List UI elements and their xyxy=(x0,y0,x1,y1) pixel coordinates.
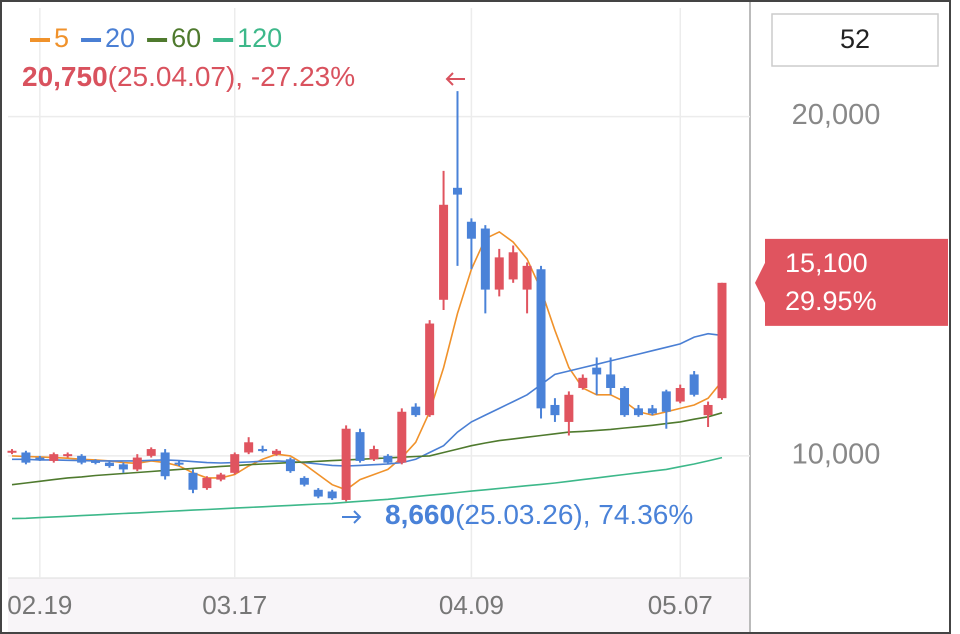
candle-body xyxy=(272,450,282,455)
max-annotation: 20,750(25.04.07), -27.23% xyxy=(22,61,355,92)
candle-body xyxy=(118,464,128,470)
candle-body xyxy=(313,489,323,497)
candle-body xyxy=(689,374,699,395)
candle-body xyxy=(439,204,449,300)
candle-body xyxy=(564,394,574,422)
candle-body xyxy=(132,457,142,470)
candle-body xyxy=(63,454,73,457)
candle-body xyxy=(466,221,476,239)
count-input[interactable] xyxy=(771,13,939,67)
candle-body xyxy=(355,432,365,461)
candle-body xyxy=(230,454,240,473)
candle-body xyxy=(411,406,421,416)
candle-body xyxy=(21,452,31,463)
y-tick-label: 20,000 xyxy=(792,99,881,131)
legend-label: 60 xyxy=(171,23,201,53)
ma-line xyxy=(11,456,723,520)
candle-body xyxy=(49,454,59,461)
legend-label: 120 xyxy=(237,23,282,53)
candle-body xyxy=(606,374,616,388)
min-value: 8,660 xyxy=(385,499,455,530)
ma-line xyxy=(11,230,723,491)
candle-body xyxy=(7,450,17,453)
current-price-box xyxy=(755,238,948,326)
x-axis-band xyxy=(8,578,750,632)
current-price: 15,100 xyxy=(785,248,868,278)
candle-body xyxy=(592,367,602,375)
x-tick-label: 03.17 xyxy=(202,590,267,620)
x-tick-label: 04.09 xyxy=(439,590,504,620)
candle-body xyxy=(369,449,379,460)
min-detail: (25.03.26), 74.36% xyxy=(455,499,693,530)
count-value: 52 xyxy=(840,24,870,54)
candle-body xyxy=(397,411,407,463)
candle-body xyxy=(188,472,198,490)
candle-body xyxy=(216,474,226,480)
candle-body xyxy=(647,408,657,414)
candle-body xyxy=(91,460,101,463)
candle-body xyxy=(341,428,351,500)
candle-body xyxy=(633,408,643,416)
current-change: 29.95% xyxy=(785,286,877,316)
candle-body xyxy=(550,404,560,416)
candle-body xyxy=(675,388,685,402)
candle-body xyxy=(258,449,268,452)
moving-averages xyxy=(11,230,723,520)
candle-body xyxy=(536,269,546,409)
candles xyxy=(7,91,727,502)
candle-body xyxy=(160,452,170,477)
ma-line xyxy=(11,412,723,486)
candle-body xyxy=(522,265,532,290)
candle-body xyxy=(494,257,504,290)
ma-line xyxy=(12,332,723,467)
legend-label: 20 xyxy=(105,23,135,53)
x-tick-label: 05.07 xyxy=(648,590,713,620)
candle-body xyxy=(146,449,156,456)
candle-body xyxy=(425,323,435,416)
candle-body xyxy=(285,459,295,472)
grid xyxy=(8,8,750,578)
max-value: 20,750 xyxy=(22,61,108,92)
max-arrow xyxy=(445,72,465,86)
candle-body xyxy=(383,455,393,463)
legend-label: 5 xyxy=(54,23,69,53)
min-arrow xyxy=(342,510,362,524)
candle-body xyxy=(452,187,462,195)
candle-body xyxy=(327,491,337,499)
min-annotation: 8,660(25.03.26), 74.36% xyxy=(385,499,693,530)
overlays: 15,100 29.95% xyxy=(755,238,948,326)
candle-body xyxy=(717,282,727,399)
candle-body xyxy=(202,477,212,489)
candle-body xyxy=(35,457,45,460)
candle-body xyxy=(480,228,490,290)
candle-body xyxy=(703,404,713,416)
candle-body xyxy=(104,462,114,467)
max-detail: (25.04.07), -27.23% xyxy=(108,61,356,92)
candle-body xyxy=(77,455,87,463)
legend: 5 20 60 120 xyxy=(30,23,282,53)
candle-body xyxy=(299,477,309,485)
candle-body xyxy=(508,252,518,280)
candle-body xyxy=(661,391,671,412)
candle-body xyxy=(578,377,588,388)
x-tick-label: 02.19 xyxy=(7,590,72,620)
candle-body xyxy=(244,442,254,453)
y-tick-label: 10,000 xyxy=(792,439,881,471)
candle-body xyxy=(174,462,184,465)
candle-body xyxy=(620,388,630,416)
